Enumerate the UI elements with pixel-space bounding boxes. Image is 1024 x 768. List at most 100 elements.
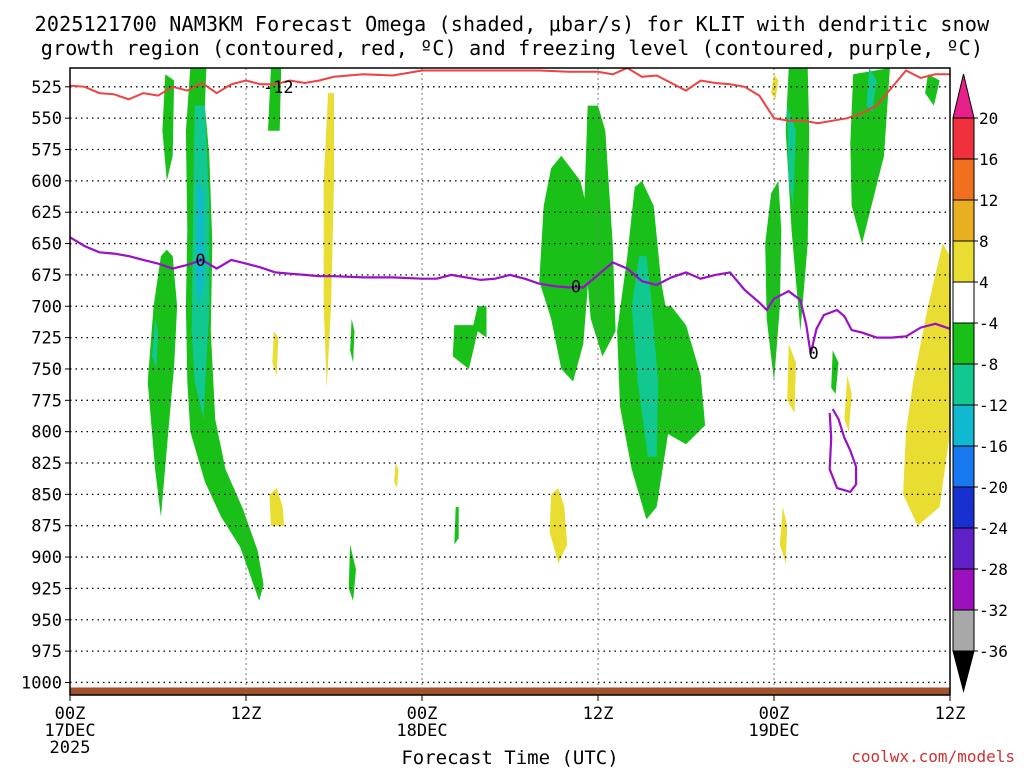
dgz-contour-label: -12 [263, 78, 294, 98]
y-axis-tick-label: 600 [31, 172, 62, 192]
omega-region [925, 74, 940, 106]
omega-region [831, 350, 839, 394]
freezing-contour-label: 0 [808, 344, 818, 364]
colorbar-label: 8 [979, 232, 989, 251]
colorbar-box [952, 568, 975, 611]
y-axis-tick-label: 725 [31, 329, 62, 349]
x-axis-title: Forecast Time (UTC) [401, 747, 618, 768]
y-axis-tick-label: 550 [31, 109, 62, 129]
colorbar-box [952, 363, 975, 406]
x-axis-tick-label: 12Z [935, 704, 966, 724]
omega-region [631, 256, 659, 457]
x-axis-tick-label: 19DEC [748, 721, 799, 741]
colorbar-box [952, 527, 975, 570]
y-axis-tick-label: 900 [31, 548, 62, 568]
omega-region [539, 155, 593, 382]
y-axis-tick-label: 800 [31, 423, 62, 443]
colorbar-box [952, 281, 975, 324]
omega-region [323, 93, 334, 388]
plot-frame [69, 67, 951, 696]
y-axis-tick-label: 850 [31, 485, 62, 505]
colorbar-label: -32 [979, 601, 1008, 620]
colorbar-box [952, 445, 975, 488]
chart-title-line-1: 2025121700 NAM3KM Forecast Omega (shaded… [34, 12, 990, 36]
dgz-contour-line [70, 68, 950, 125]
colorbar-label: 4 [979, 273, 989, 292]
y-axis-tick-label: 700 [31, 297, 62, 317]
colorbar-label: 20 [979, 109, 998, 128]
y-axis-tick-label: 1000 [21, 673, 62, 693]
omega-region [866, 68, 877, 112]
omega-region [272, 331, 279, 376]
omega-region [787, 105, 796, 206]
x-axis-tick-label: 00Z [759, 704, 790, 724]
omega-region [269, 488, 285, 526]
omega-region [779, 506, 788, 564]
colorbar-bottom-arrow [952, 650, 975, 693]
y-axis-tick-label: 875 [31, 517, 62, 537]
x-axis-tick-label: 12Z [231, 704, 262, 724]
omega-region [454, 506, 459, 545]
omega-region [394, 463, 399, 489]
colorbar-box [952, 609, 975, 652]
omega-region [549, 488, 568, 564]
y-axis-tick-label: 525 [31, 78, 62, 98]
terrain-strip [70, 687, 950, 695]
colorbar-label: -24 [979, 519, 1008, 538]
colorbar-box [952, 117, 975, 160]
colorbar-label: 12 [979, 191, 998, 210]
colorbar: 20 16 12 8 4 -4 -8 -12 -16 -20 -24 -28 -32 -36 [952, 73, 1008, 693]
omega-region [162, 74, 175, 181]
omega-region [350, 318, 355, 363]
omega-region [844, 375, 852, 432]
omega-region [656, 306, 706, 445]
y-axis-tick-label: 750 [31, 360, 62, 380]
y-axis-tick-label: 825 [31, 454, 62, 474]
colorbar-box [952, 486, 975, 529]
freezing-contour-label: 0 [195, 251, 205, 271]
omega-region [152, 318, 158, 369]
colorbar-label: 16 [979, 150, 998, 169]
omega-region [787, 343, 796, 413]
colorbar-label: -28 [979, 560, 1008, 579]
chart-title-line-2: growth region (contoured, red, ºC) and f… [40, 36, 984, 60]
colorbar-label: -12 [979, 396, 1008, 415]
y-axis-tick-label: 650 [31, 235, 62, 255]
x-axis-tick-label: 00Z [55, 704, 86, 724]
colorbar-label: -8 [979, 355, 998, 374]
colorbar-box [952, 199, 975, 242]
freezing-level-closed-contour [828, 408, 858, 494]
colorbar-box [952, 322, 975, 365]
colorbar-label: -16 [979, 437, 1008, 456]
x-axis-tick-label: 17DEC [44, 721, 95, 741]
y-axis-tick-label: 625 [31, 203, 62, 223]
freezing-contour-label: 0 [571, 277, 581, 297]
x-axis-tick-label: 2025 [50, 738, 91, 758]
y-axis-tick-label: 975 [31, 642, 62, 662]
omega-region [765, 180, 782, 382]
omega-region [348, 544, 356, 601]
y-axis-tick-label: 675 [31, 266, 62, 286]
credit-text: coolwx.com/models [851, 747, 1015, 766]
x-axis-tick-label: 18DEC [396, 721, 447, 741]
freezing-level-contour-line [70, 236, 950, 355]
colorbar-box [952, 158, 975, 201]
x-axis-tick-label: 12Z [583, 704, 614, 724]
omega-region [903, 243, 950, 526]
colorbar-label: -20 [979, 478, 1008, 497]
omega-region [147, 249, 178, 517]
y-axis-tick-label: 775 [31, 391, 62, 411]
y-axis-tick-label: 925 [31, 579, 62, 599]
colorbar-box [952, 240, 975, 283]
x-axis-tick-label: 00Z [407, 704, 438, 724]
colorbar-top-arrow [952, 73, 975, 119]
omega-region [583, 105, 616, 357]
colorbar-box [952, 404, 975, 447]
plot-area [70, 68, 950, 695]
omega-region [452, 306, 487, 369]
colorbar-label: -36 [979, 642, 1008, 661]
omega-region [850, 68, 890, 244]
y-axis-tick-label: 575 [31, 141, 62, 161]
y-axis-tick-label: 950 [31, 611, 62, 631]
